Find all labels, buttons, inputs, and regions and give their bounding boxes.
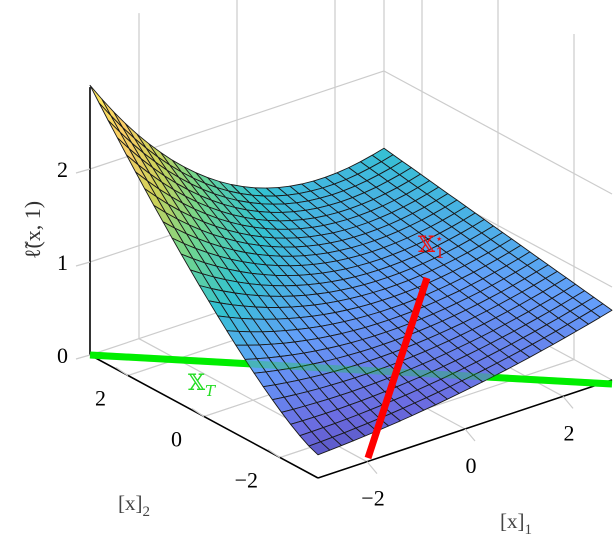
x2-tick-label: −2 (235, 468, 258, 493)
surface-patch (308, 441, 331, 456)
wall-grid-horizontal (383, 70, 613, 195)
x1star-series-label: 𝕏⋆ 1 (418, 232, 445, 262)
x1-tick-label: 2 (564, 420, 575, 445)
z-tick (75, 168, 91, 174)
xt-series-label: 𝕏T (188, 371, 216, 400)
x2-axis-label: [x]2 (118, 491, 150, 520)
x1-tick (366, 461, 378, 475)
axes (75, 87, 613, 479)
z-tick-label: 1 (57, 250, 68, 275)
x2-tick-label: 0 (171, 427, 182, 452)
tick-labels: 0 1 2 −2 0 2 −2 0 2 (57, 157, 575, 511)
loss-surface (89, 84, 613, 456)
x2-tick (115, 367, 129, 376)
z-tick (75, 354, 91, 360)
z-axis-label: ℓ̃(x, 1) (20, 201, 45, 259)
x2-tick-label: 2 (95, 386, 106, 411)
z-tick (75, 261, 91, 267)
x1-tick (464, 428, 476, 442)
z-tick-label: 0 (57, 343, 68, 368)
z-tick-label: 2 (57, 157, 68, 182)
x1-tick-label: −2 (361, 486, 384, 511)
x1star-line (364, 276, 431, 460)
x2-tick (191, 408, 205, 417)
xt-line-overlay (89, 351, 613, 388)
x1-axis-label: [x]1 (500, 509, 532, 536)
surface-patch (89, 84, 112, 117)
x1-tick-label: 0 (466, 453, 477, 478)
x2-tick (267, 449, 281, 458)
x1-tick (562, 395, 574, 409)
curve-lines (89, 276, 613, 460)
